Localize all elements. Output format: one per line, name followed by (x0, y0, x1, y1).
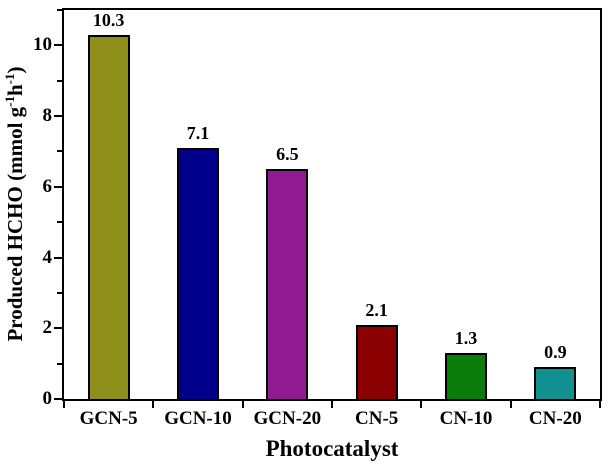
y-tick-label: 6 (42, 175, 53, 197)
y-tick-label: 8 (42, 105, 53, 127)
y-major-tick (54, 115, 62, 118)
bar-GCN-10 (177, 147, 219, 399)
x-axis-title: Photocatalyst (265, 436, 399, 461)
x-boundary-tick (599, 401, 601, 408)
bar-value-label-GCN-5: 10.3 (92, 9, 125, 30)
x-boundary-tick (331, 401, 333, 408)
y-axis-title-text: ) (3, 66, 27, 74)
plot-area (62, 8, 602, 401)
x-tick-label-GCN-10: GCN-10 (164, 408, 232, 429)
y-major-tick (54, 44, 62, 47)
y-minor-tick (57, 9, 62, 11)
x-boundary-tick (241, 401, 244, 408)
y-minor-tick (57, 150, 62, 153)
x-tick-label-CN-5: CN-5 (355, 408, 399, 429)
y-tick-label: 4 (42, 246, 53, 268)
x-tick-label-GCN-5: GCN-5 (79, 408, 138, 429)
bar-CN-5 (355, 324, 398, 399)
bar-CN-10 (445, 353, 487, 399)
x-boundary-tick (63, 401, 65, 408)
bar-GCN-5 (87, 34, 130, 399)
y-major-tick (54, 185, 62, 188)
x-tick-label-GCN-20: GCN-20 (253, 408, 322, 429)
y-major-tick (54, 327, 62, 330)
bar-value-label-GCN-20: 6.5 (276, 144, 299, 165)
y-minor-tick (57, 362, 62, 365)
x-tick-label-CN-20: CN-20 (528, 408, 582, 429)
bar-GCN-20 (266, 169, 309, 399)
y-major-tick (54, 398, 62, 400)
bar-value-label-CN-5: 2.1 (365, 299, 388, 320)
y-axis-title-text: h (3, 84, 27, 96)
x-boundary-tick (420, 401, 423, 408)
y-tick-label: 0 (42, 388, 53, 409)
y-axis-title-text: Produced HCHO (mmol g (3, 106, 27, 342)
y-axis-title-superscript: -1 (2, 96, 17, 107)
bar-value-label-CN-10: 1.3 (454, 328, 478, 349)
bar-value-label-CN-20: 0.9 (544, 342, 567, 363)
x-tick-label-CN-10: CN-10 (439, 408, 493, 429)
y-minor-tick (57, 79, 62, 82)
y-tick-label: 10 (33, 34, 52, 56)
x-boundary-tick (509, 401, 512, 408)
y-minor-tick (57, 221, 62, 224)
bar-value-label-GCN-10: 7.1 (186, 122, 210, 143)
y-axis-title-superscript: -1 (2, 73, 17, 85)
y-minor-tick (57, 291, 62, 294)
bar-CN-20 (534, 367, 577, 399)
x-boundary-tick (152, 401, 155, 408)
y-major-tick (54, 256, 62, 259)
y-tick-label: 2 (42, 317, 53, 339)
